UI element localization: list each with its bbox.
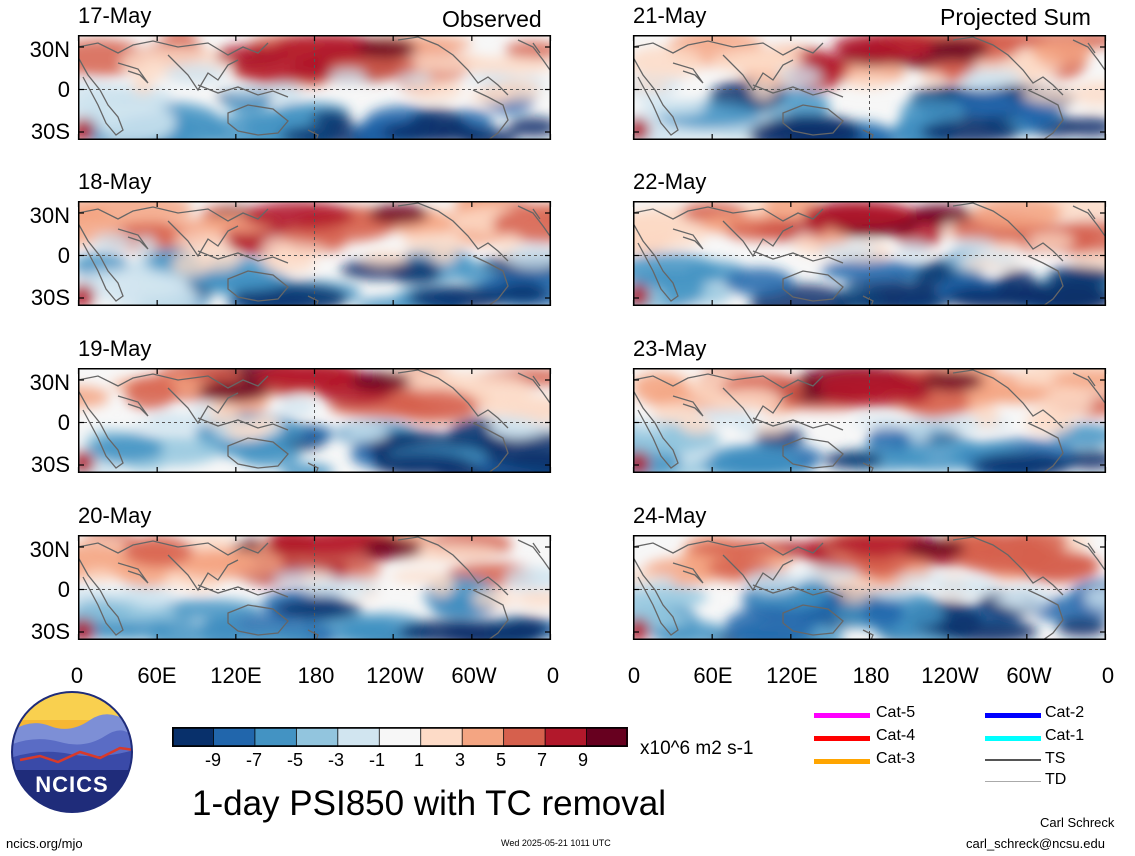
- psi850-map: [77, 368, 552, 473]
- lat-tick: 30S: [30, 452, 70, 477]
- lon-tick: 60W: [1006, 663, 1052, 688]
- colorbar-swatch: [503, 727, 546, 747]
- legend-line-ts: [985, 759, 1041, 761]
- colorbar-units: x10^6 m2 s-1: [640, 738, 754, 759]
- logo-graphic: [11, 691, 133, 813]
- psi850-map: [632, 35, 1107, 140]
- legend-line-td: [985, 781, 1041, 782]
- lon-tick: 120W: [921, 663, 979, 688]
- colorbar-swatch: [461, 727, 505, 747]
- lon-tick: 120E: [210, 663, 262, 688]
- colorbar-label: 3: [454, 750, 465, 770]
- colorbar-label: 1: [413, 750, 424, 770]
- colorbar-swatch: [378, 727, 422, 747]
- lat-tick: 0: [57, 243, 70, 268]
- legend-label-cat3: Cat-3: [876, 750, 916, 767]
- lat-tick: 30N: [29, 37, 70, 62]
- lat-tick: 30N: [29, 203, 70, 228]
- lat-tick: 0: [57, 410, 70, 435]
- colorbar-swatch: [213, 727, 256, 747]
- projected-sum-label: Projected Sum: [940, 4, 1091, 30]
- lat-tick: 30S: [30, 619, 70, 644]
- lon-tick: 0: [70, 663, 84, 688]
- colorbar-swatch: [295, 727, 339, 747]
- lon-tick: 60E: [137, 663, 177, 688]
- psi850-map: [632, 368, 1107, 473]
- legend-line-cat1: [985, 736, 1041, 741]
- colorbar-label: 7: [536, 750, 547, 770]
- panel-date-label: 23-May: [633, 336, 707, 361]
- legend-line-cat4: [814, 736, 870, 741]
- legend-label-cat2: Cat-2: [1045, 704, 1085, 721]
- lon-tick: 0: [546, 663, 560, 688]
- colorbar-swatch: [544, 727, 588, 747]
- lon-tick: 120W: [366, 663, 424, 688]
- panel-date-label: 24-May: [633, 503, 707, 528]
- colorbar-swatch: [254, 727, 298, 747]
- lat-tick: 0: [57, 577, 70, 602]
- timestamp: Wed 2025-05-21 1011 UTC: [501, 838, 611, 848]
- colorbar-swatch: [586, 727, 628, 747]
- lat-tick: 30N: [29, 537, 70, 562]
- colorbar-label: -7: [245, 750, 262, 770]
- lon-tick: 0: [627, 663, 641, 688]
- panel-date-label: 20-May: [78, 503, 152, 528]
- colorbar-swatches: [172, 727, 628, 747]
- colorbar-swatch: [172, 727, 215, 747]
- panel-date-label: 22-May: [633, 169, 707, 194]
- observed-label: Observed: [442, 6, 542, 32]
- psi850-map: [632, 201, 1107, 306]
- lon-tick: 0: [1101, 663, 1115, 688]
- lon-tick: 60W: [451, 663, 497, 688]
- author-email[interactable]: carl_schreck@ncsu.edu: [966, 836, 1105, 851]
- panel-date-label: 19-May: [78, 336, 152, 361]
- legend-line-cat3: [814, 759, 870, 764]
- logo-text: NCICS: [35, 772, 109, 797]
- colorbar-label: -5: [286, 750, 303, 770]
- legend-label-cat1: Cat-1: [1045, 727, 1085, 744]
- lon-tick: 180: [297, 663, 335, 688]
- lat-tick: 0: [57, 77, 70, 102]
- lat-tick: 30N: [29, 370, 70, 395]
- colorbar-swatch: [420, 727, 464, 747]
- panel-date-label: 17-May: [78, 3, 152, 28]
- panel-date-label: 18-May: [78, 169, 152, 194]
- website-link[interactable]: ncics.org/mjo: [6, 836, 83, 851]
- colorbar-label: -9: [204, 750, 221, 770]
- psi850-map: [77, 35, 552, 140]
- lon-tick: 180: [852, 663, 890, 688]
- panel-date-label: 21-May: [633, 3, 707, 28]
- legend-label-cat4: Cat-4: [876, 727, 916, 744]
- legend-line-cat2: [985, 713, 1041, 718]
- colorbar-label: 9: [577, 750, 588, 770]
- colorbar-swatch: [337, 727, 381, 747]
- lon-tick: 120E: [766, 663, 818, 688]
- psi850-map: [77, 535, 552, 640]
- colorbar-label: -3: [327, 750, 344, 770]
- author-name: Carl Schreck: [1040, 815, 1115, 830]
- lat-tick: 30S: [30, 119, 70, 144]
- ncics-logo: NCICS: [10, 690, 134, 814]
- colorbar-label: -1: [368, 750, 385, 770]
- legend-label-cat5: Cat-5: [876, 704, 916, 721]
- colorbar-label: 5: [495, 750, 506, 770]
- psi850-map: [632, 535, 1107, 640]
- psi850-map: [77, 201, 552, 306]
- main-title: 1-day PSI850 with TC removal: [192, 784, 667, 823]
- legend-line-cat5: [814, 713, 870, 718]
- legend-label-ts: TS: [1045, 750, 1066, 767]
- lon-tick: 60E: [693, 663, 733, 688]
- lat-tick: 30S: [30, 285, 70, 310]
- legend-label-td: TD: [1045, 771, 1067, 788]
